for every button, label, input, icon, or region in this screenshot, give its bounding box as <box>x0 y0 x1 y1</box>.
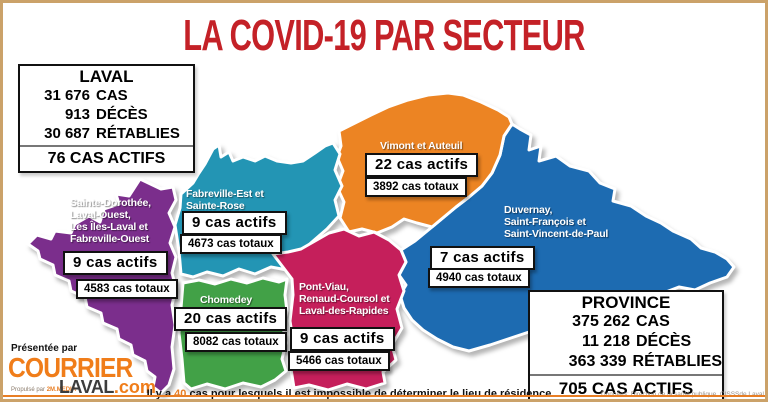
province-cas-value: 375 262 <box>572 313 630 330</box>
province-summary-box: PROVINCE 375 262 CAS 11 218 DÉCÈS 363 33… <box>528 290 724 399</box>
actifs-box-vimont: 22 cas actifs <box>365 153 479 177</box>
laval-retablies-row: 30 687 RÉTABLIES <box>20 124 193 143</box>
note-count: 40 <box>174 388 187 400</box>
province-actifs-total: 705 CAS ACTIFS <box>530 374 722 399</box>
laval-cas-value: 31 676 <box>44 87 90 104</box>
laval-box-title: LAVAL <box>79 67 134 86</box>
totaux-box-vimont: 3892 cas totaux <box>365 177 467 197</box>
province-cas-row: 375 262 CAS <box>530 312 722 332</box>
laval-deces-value: 913 <box>64 106 90 123</box>
actifs-box-sainte-dorothee: 9 cas actifs <box>63 251 168 275</box>
province-box-title: PROVINCE <box>581 293 671 312</box>
sector-name-fabreville-est: Fabreville-Est et Sainte-Rose <box>186 188 264 212</box>
actifs-box-chomedey: 20 cas actifs <box>174 307 288 331</box>
logo-com-suffix: .com <box>113 377 156 397</box>
province-cas-label: CAS <box>636 313 670 330</box>
sector-name-sainte-dorothee: Sainte-Dorothée, Laval-Ouest, Les Îles-L… <box>70 197 151 245</box>
sector-name-vimont: Vimont et Auteuil <box>380 140 463 152</box>
totaux-box-duvernay: 4940 cas totaux <box>428 268 530 288</box>
province-retablies-label: RÉTABLIES <box>632 353 722 370</box>
province-retablies-row: 363 339 RÉTABLIES <box>530 352 722 372</box>
actifs-box-pont-viau: 9 cas actifs <box>290 327 395 351</box>
totaux-box-sainte-dorothee: 4583 cas totaux <box>76 279 178 299</box>
logo-sub-prefix: Propulsé par <box>11 387 46 393</box>
province-deces-label: DÉCÈS <box>636 333 692 350</box>
laval-actifs-total: 76 CAS ACTIFS <box>20 145 193 171</box>
province-deces-row: 11 218 DÉCÈS <box>530 332 722 352</box>
note-prefix: Il y a <box>146 388 172 400</box>
logo-laval-com: LAVAL.com <box>59 377 156 398</box>
laval-retablies-label: RÉTABLIES <box>96 125 180 142</box>
presented-by-label: Présentée par <box>11 343 78 354</box>
note-suffix: cas pour lesquels il est impossible de d… <box>189 388 552 400</box>
unassigned-cases-note: Il y a 40 cas pour lesquels il est impos… <box>143 388 555 400</box>
laval-summary-box: LAVAL 31 676 CAS 913 DÉCÈS 30 687 RÉTABL… <box>18 64 195 173</box>
totaux-box-pont-viau: 5466 cas totaux <box>288 351 390 371</box>
totaux-box-fabreville-est: 4673 cas totaux <box>180 234 282 254</box>
data-source-credit: Données: Direction de la santé publique,… <box>601 391 764 398</box>
logo-laval-word: LAVAL <box>59 377 114 397</box>
laval-retablies-value: 30 687 <box>44 125 90 142</box>
courrier-laval-logo: COURRIER <box>8 352 133 383</box>
sector-name-chomedey: Chomedey <box>199 294 253 306</box>
laval-deces-label: DÉCÈS <box>96 106 148 123</box>
sector-name-duvernay: Duvernay, Saint-François et Saint-Vincen… <box>504 204 609 240</box>
actifs-box-duvernay: 7 cas actifs <box>430 246 535 270</box>
actifs-box-fabreville-est: 9 cas actifs <box>182 211 287 235</box>
page-title: LA COVID-19 PAR SECTEUR <box>183 11 585 60</box>
province-deces-value: 11 218 <box>581 333 630 350</box>
sector-name-pont-viau: Pont-Viau, Renaud-Coursol et Laval-des-R… <box>299 281 390 317</box>
logo-subtext: Propulsé par 2M.MEDIA <box>11 387 76 393</box>
laval-cas-label: CAS <box>96 87 128 104</box>
logo-sub-brand: 2M.MEDIA <box>46 387 77 393</box>
totaux-box-chomedey: 8082 cas totaux <box>185 332 287 352</box>
laval-cas-row: 31 676 CAS <box>20 86 193 105</box>
laval-deces-row: 913 DÉCÈS <box>20 105 193 124</box>
bottom-accent-line <box>3 395 765 397</box>
province-retablies-value: 363 339 <box>568 353 627 370</box>
